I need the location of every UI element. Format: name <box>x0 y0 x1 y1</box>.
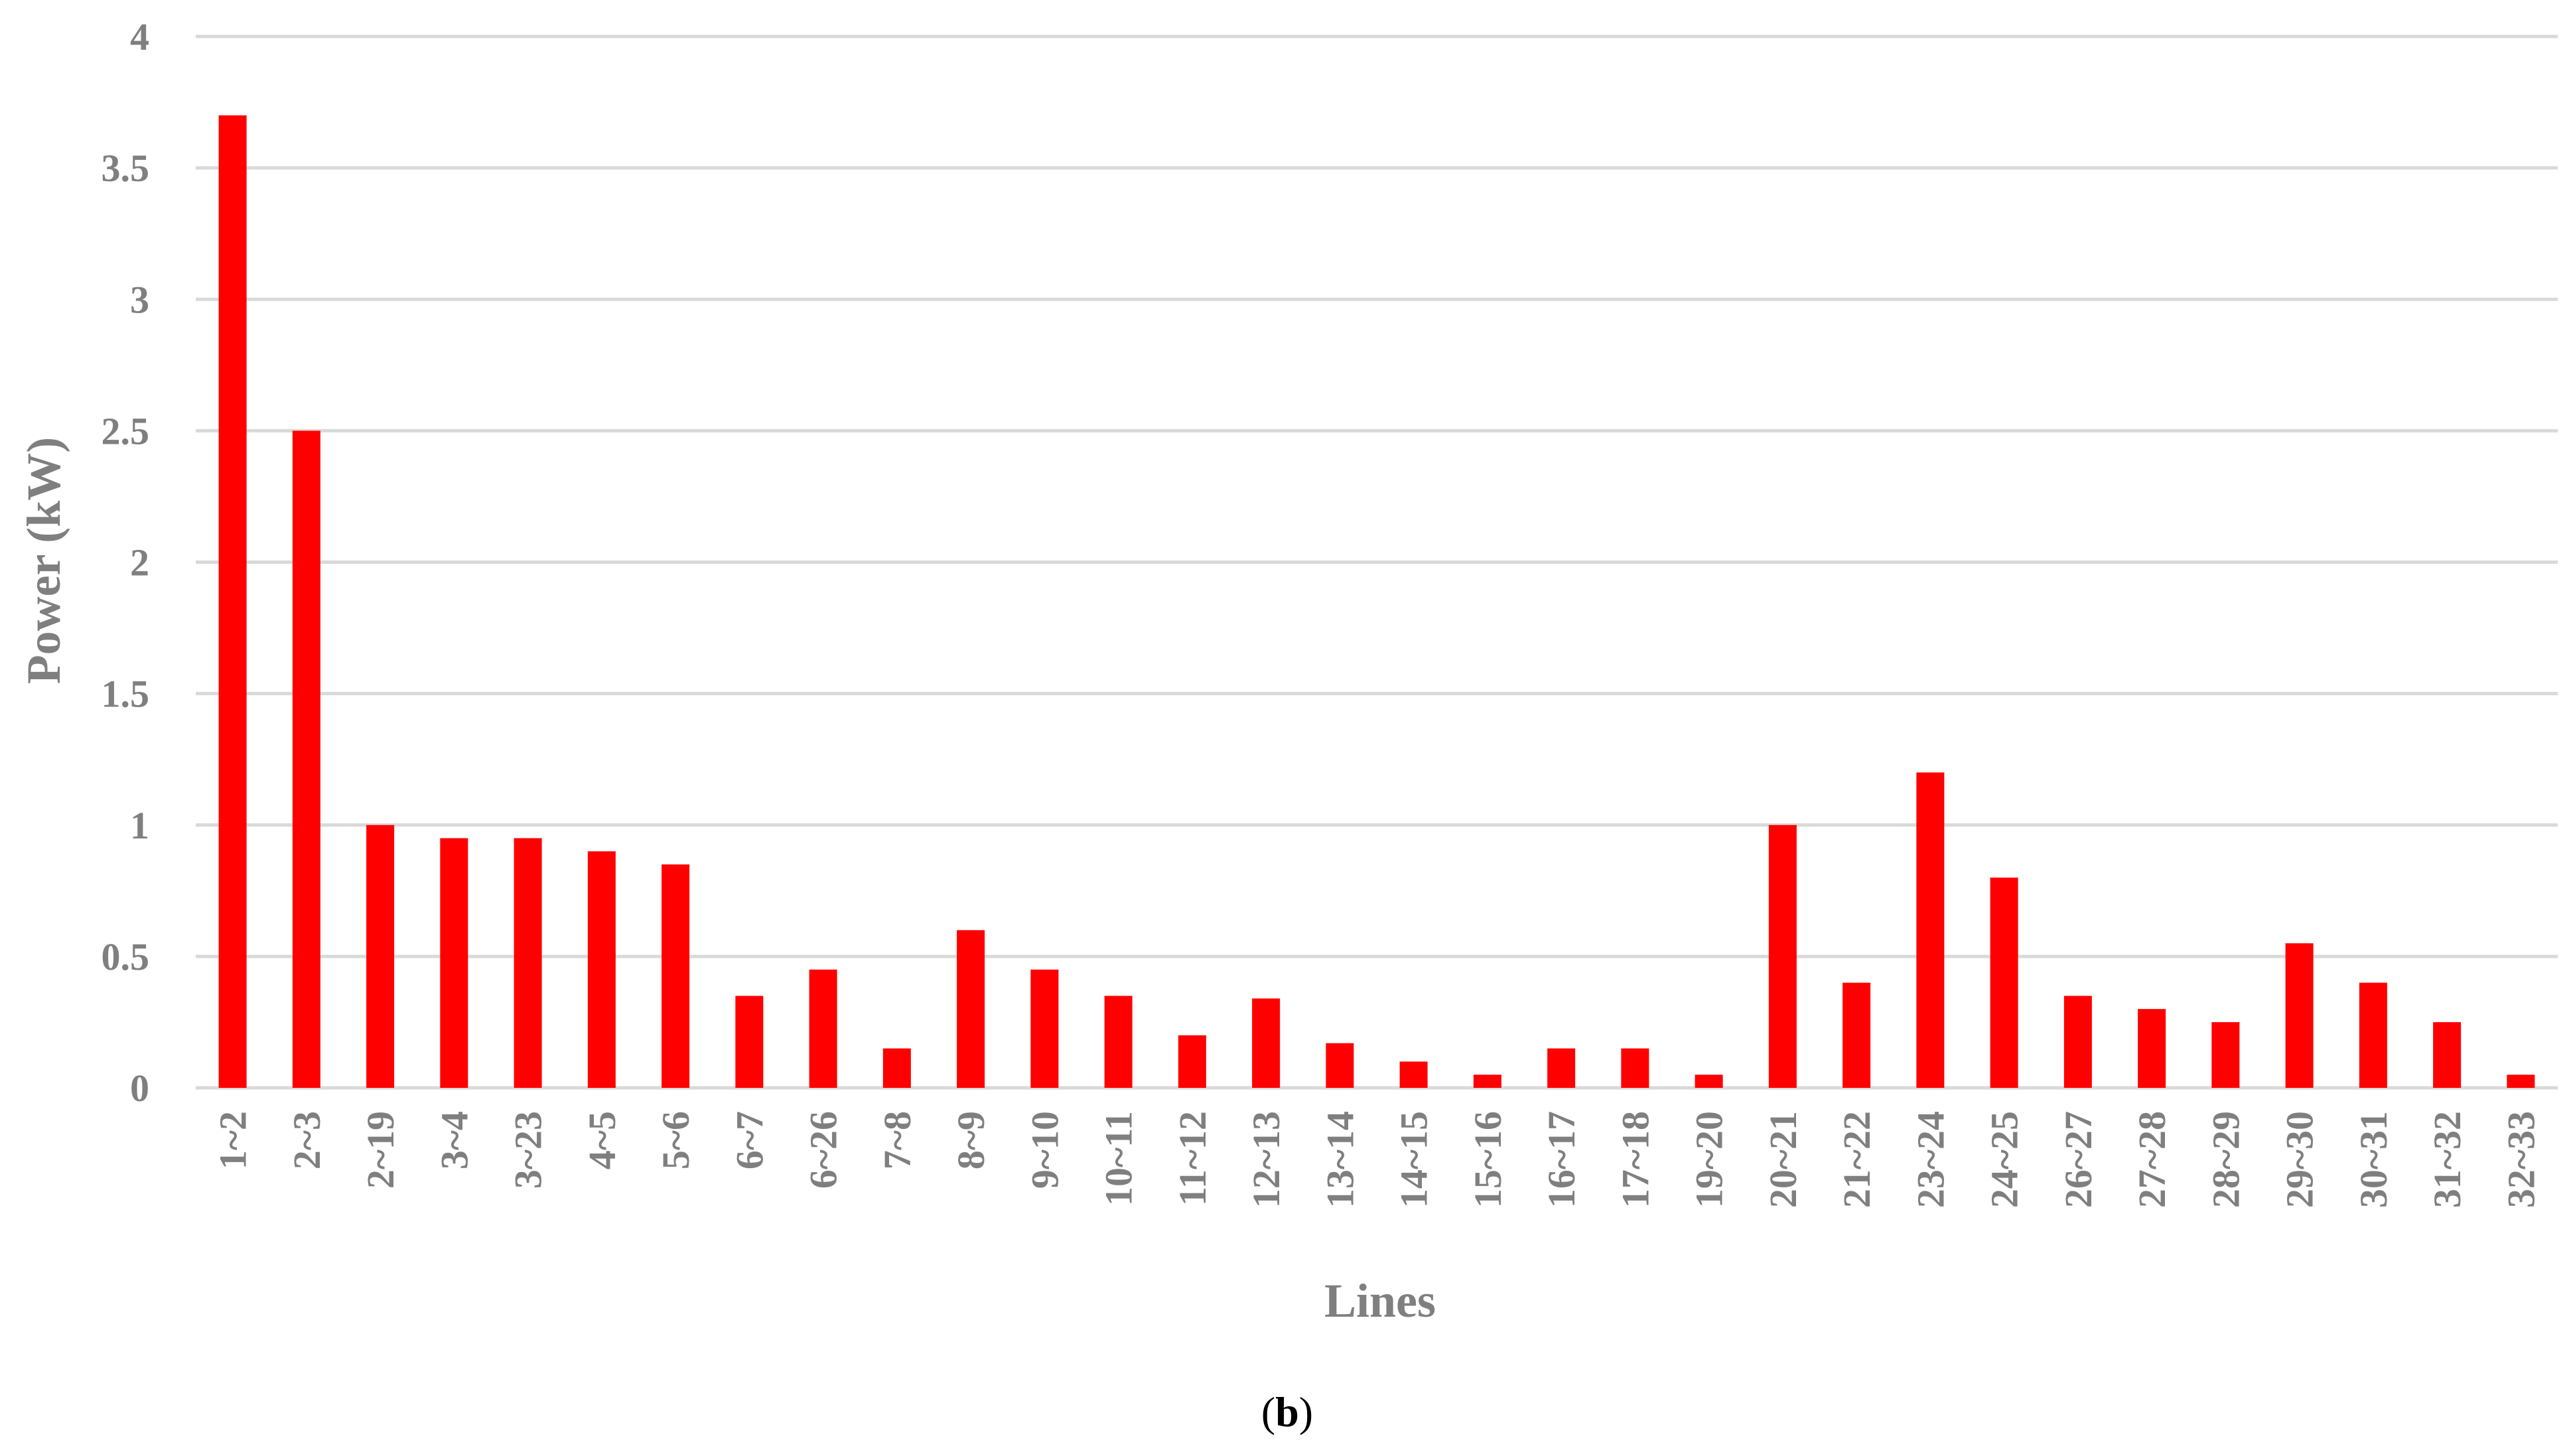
bar-27~28 <box>2138 1009 2166 1088</box>
bar-31~32 <box>2433 1022 2462 1088</box>
caption-close-paren: ) <box>1299 1388 1313 1435</box>
bar-16~17 <box>1547 1048 1576 1088</box>
y-tick-label: 1.5 <box>102 673 150 716</box>
y-axis-title: Power (kW) <box>17 437 70 685</box>
x-tick-label: 32~33 <box>2499 1111 2542 1208</box>
x-tick-label: 17~18 <box>1614 1111 1657 1208</box>
x-tick-label: 13~14 <box>1318 1111 1361 1208</box>
x-tick-label: 12~13 <box>1245 1111 1288 1208</box>
bar-2~3 <box>292 430 320 1088</box>
y-tick-label: 3.5 <box>102 147 150 190</box>
bar-13~14 <box>1326 1043 1354 1088</box>
x-tick-label: 3~23 <box>507 1111 550 1189</box>
bar-9~10 <box>1030 969 1059 1088</box>
bar-26~27 <box>2063 996 2092 1088</box>
bar-15~16 <box>1473 1075 1501 1088</box>
x-tick-label: 8~9 <box>949 1111 993 1169</box>
bar-2~19 <box>366 825 395 1088</box>
bar-20~21 <box>1768 825 1797 1088</box>
x-tick-label: 2~3 <box>285 1111 328 1169</box>
x-tick-label: 3~4 <box>433 1111 476 1169</box>
bar-3~4 <box>440 838 468 1088</box>
x-tick-label: 27~28 <box>2130 1111 2174 1208</box>
x-tick-label: 29~30 <box>2278 1111 2322 1208</box>
x-axis-ticks: 1~2 2~3 2~19 3~4 3~23 4~5 5~6 6~7 6~26 7~8 8~9 9~10… <box>212 1111 2543 1208</box>
x-tick-label: 28~29 <box>2204 1111 2247 1208</box>
bar-4~5 <box>587 851 616 1088</box>
x-tick-label: 9~10 <box>1023 1111 1066 1189</box>
x-tick-label: 1~2 <box>212 1111 255 1169</box>
y-tick-label: 0.5 <box>102 935 150 978</box>
bar-6~7 <box>735 996 764 1088</box>
bar-7~8 <box>882 1048 911 1088</box>
bar-29~30 <box>2285 943 2314 1088</box>
x-tick-label: 5~6 <box>654 1111 697 1169</box>
y-tick-label: 2.5 <box>102 409 150 452</box>
bar-11~12 <box>1178 1035 1206 1088</box>
x-tick-label: 10~11 <box>1097 1111 1141 1206</box>
bar-19~20 <box>1695 1075 1723 1088</box>
bar-1~2 <box>218 115 247 1088</box>
x-tick-label: 20~21 <box>1762 1111 1805 1208</box>
x-tick-label: 6~26 <box>802 1111 845 1189</box>
bar-32~33 <box>2507 1075 2535 1088</box>
gridlines <box>196 34 2558 1090</box>
bar-23~24 <box>1916 772 1945 1088</box>
bar-6~26 <box>809 969 837 1088</box>
x-tick-label: 14~15 <box>1393 1111 1436 1208</box>
bar-24~25 <box>1990 878 2018 1088</box>
y-axis-ticks: 0 0.5 1 1.5 2 2.5 3 3.5 4 <box>102 15 150 1110</box>
x-tick-label: 6~7 <box>728 1111 771 1169</box>
bar-10~11 <box>1104 996 1133 1088</box>
figure-caption: (b) <box>1261 1388 1313 1435</box>
x-tick-label: 16~17 <box>1540 1111 1583 1208</box>
bar-14~15 <box>1399 1061 1428 1088</box>
x-axis-title: Lines <box>1324 1274 1436 1327</box>
bar-21~22 <box>1842 982 1871 1088</box>
bar-30~31 <box>2359 982 2387 1088</box>
x-tick-label: 21~22 <box>1835 1111 1878 1208</box>
x-tick-label: 26~27 <box>2057 1111 2100 1208</box>
x-tick-label: 4~5 <box>581 1111 624 1169</box>
bar-5~6 <box>661 864 690 1088</box>
bar-28~29 <box>2211 1022 2240 1088</box>
caption-open-paren: ( <box>1261 1388 1275 1435</box>
y-tick-label: 3 <box>130 278 149 321</box>
y-tick-label: 2 <box>130 541 149 584</box>
bar-3~23 <box>514 838 542 1088</box>
y-tick-label: 1 <box>130 804 149 847</box>
x-tick-label: 15~16 <box>1466 1111 1509 1208</box>
bar-8~9 <box>957 930 985 1088</box>
bar-12~13 <box>1252 998 1281 1088</box>
x-tick-label: 19~20 <box>1688 1111 1731 1208</box>
bar-17~18 <box>1621 1048 1649 1088</box>
bars <box>218 115 2535 1088</box>
caption-letter: b <box>1275 1388 1299 1435</box>
x-tick-label: 24~25 <box>1983 1111 2026 1208</box>
x-tick-label: 31~32 <box>2426 1111 2469 1208</box>
x-tick-label: 11~12 <box>1171 1111 1214 1206</box>
x-tick-label: 2~19 <box>359 1111 402 1189</box>
x-tick-label: 23~24 <box>1909 1111 1952 1208</box>
y-tick-label: 4 <box>130 15 149 58</box>
x-tick-label: 7~8 <box>876 1111 919 1169</box>
y-tick-label: 0 <box>130 1067 149 1110</box>
x-tick-label: 30~31 <box>2352 1111 2395 1208</box>
